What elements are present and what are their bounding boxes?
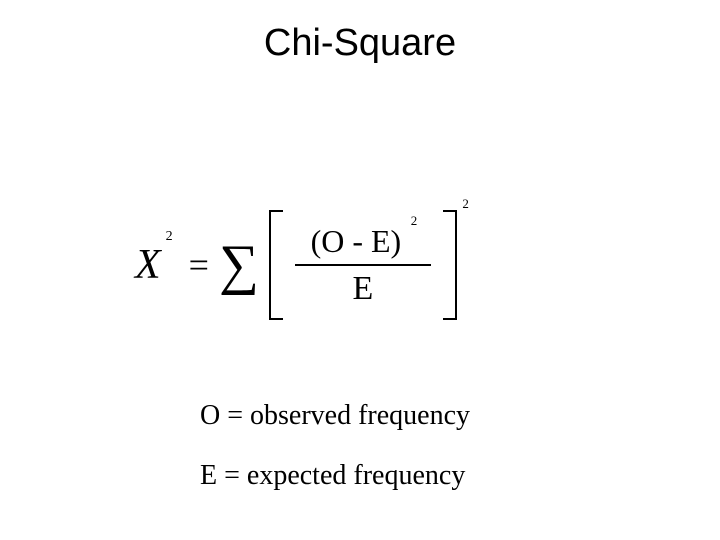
equals-sign: = [189, 244, 209, 286]
outer-exponent: 2 [462, 196, 469, 212]
chi-square-formula: X 2 = ∑ (O - E) 2 E 2 [135, 200, 585, 330]
chi-exponent: 2 [166, 229, 173, 245]
left-bracket [269, 210, 283, 320]
bracket-group: (O - E) 2 E 2 [269, 210, 457, 320]
fraction-bar [295, 264, 431, 266]
numerator-group: (O - E) 2 [311, 223, 416, 260]
fraction: (O - E) 2 E [283, 210, 443, 320]
formula-row: X 2 = ∑ (O - E) 2 E 2 [135, 200, 585, 330]
chi-base: X [135, 242, 161, 288]
denominator: E [353, 270, 374, 308]
page-title: Chi-Square [0, 22, 720, 65]
legend-expected: E = expected frequency [200, 460, 465, 492]
right-bracket [443, 210, 457, 320]
legend-observed: O = observed frequency [200, 400, 470, 432]
numerator-text: (O - E) [311, 223, 402, 259]
sigma-symbol: ∑ [219, 237, 259, 293]
chi-symbol-group: X 2 [135, 241, 161, 289]
numerator-exponent: 2 [411, 213, 418, 229]
